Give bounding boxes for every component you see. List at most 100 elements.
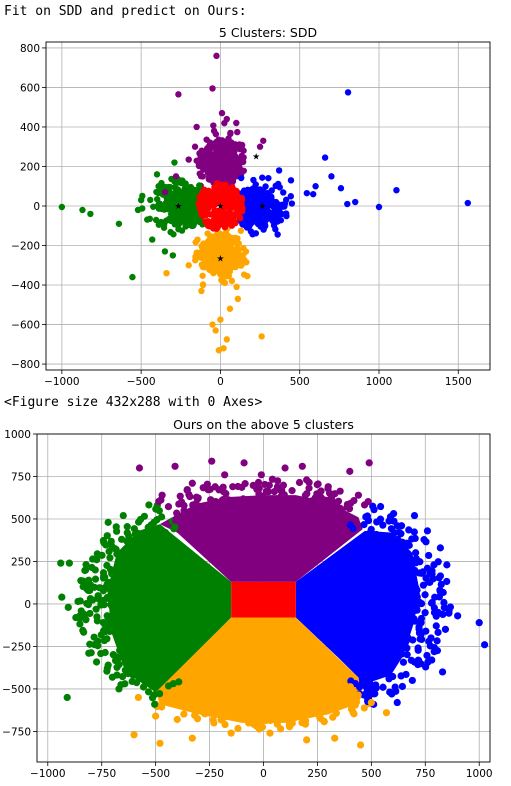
cluster-point-red — [211, 200, 218, 207]
cluster-point-red — [215, 207, 222, 215]
cluster-point-green — [155, 221, 163, 228]
edge-point — [397, 574, 405, 582]
point-green — [87, 210, 94, 218]
edge-point — [86, 609, 94, 618]
cluster-point-green — [186, 203, 193, 210]
cluster-point-purple — [204, 164, 211, 171]
edge-point — [412, 549, 420, 557]
edge-point — [436, 587, 444, 596]
cluster-point-blue — [274, 231, 281, 238]
edge-point — [309, 708, 317, 716]
edge-point — [443, 577, 451, 586]
cluster-point-blue — [273, 215, 281, 223]
edge-point — [272, 504, 280, 512]
edge-point — [380, 536, 388, 545]
cluster-point-red — [227, 190, 235, 197]
cluster-point-purple — [238, 141, 246, 149]
edge-point — [389, 642, 398, 650]
edge-point — [121, 666, 129, 674]
edge-point — [367, 525, 375, 534]
edge-point — [107, 541, 116, 550]
point-blue — [309, 190, 317, 198]
edge-point — [266, 716, 274, 725]
cluster-point-orange — [204, 230, 211, 237]
edge-point — [366, 536, 374, 544]
edge-point — [298, 719, 306, 727]
edge-point — [387, 525, 396, 533]
cluster-point-orange — [225, 272, 233, 280]
edge-point — [405, 526, 413, 534]
edge-point — [346, 687, 354, 695]
edge-point — [117, 581, 125, 589]
cluster-point-green — [191, 218, 198, 226]
point-blue — [438, 668, 447, 676]
point-blue — [328, 173, 335, 180]
edge-point — [110, 570, 118, 579]
edge-point — [101, 573, 109, 581]
region-blue — [295, 530, 419, 684]
edge-point — [285, 505, 293, 513]
edge-point — [432, 622, 440, 630]
cluster-point-blue — [252, 230, 260, 237]
cluster-point-purple — [231, 148, 238, 155]
point-green — [57, 559, 65, 567]
x-tick-label: 750 — [415, 768, 435, 780]
cluster-point-blue — [270, 222, 278, 229]
point-green — [104, 518, 112, 526]
edge-point — [422, 574, 430, 582]
point-green — [153, 171, 161, 178]
edge-point — [130, 525, 138, 533]
edge-point — [93, 617, 101, 625]
edge-point — [107, 589, 115, 597]
edge-point — [150, 665, 158, 673]
cluster-point-green — [167, 191, 174, 199]
edge-point — [410, 528, 418, 536]
edge-point — [229, 483, 237, 491]
point-orange — [244, 272, 251, 280]
point-green — [72, 613, 80, 622]
cluster-point-orange — [205, 256, 212, 263]
cluster-point-red — [228, 220, 236, 228]
cluster-point-green — [153, 195, 161, 203]
cluster-point-green — [175, 225, 182, 233]
figure-size-output: <Figure size 432x288 with 0 Axes> — [4, 395, 263, 410]
cluster-point-orange — [213, 248, 221, 255]
edge-point — [99, 627, 108, 635]
point-blue — [410, 511, 419, 520]
edge-point — [236, 714, 244, 723]
edge-point — [117, 567, 125, 575]
edge-point — [180, 682, 189, 690]
cluster-point-blue — [282, 210, 290, 217]
y-tick-label: −750 — [2, 726, 31, 738]
edge-point — [411, 658, 419, 666]
cluster-point-orange — [230, 262, 238, 270]
edge-point — [125, 532, 133, 540]
edge-point — [130, 548, 138, 556]
edge-point — [221, 720, 229, 729]
cluster-point-blue — [280, 189, 287, 196]
edge-point — [117, 560, 126, 569]
cluster-point-red — [202, 211, 210, 219]
edge-point — [308, 507, 316, 515]
cluster-point-orange — [233, 246, 241, 254]
point-blue — [375, 203, 383, 211]
edge-point — [373, 518, 381, 526]
edge-point — [386, 513, 395, 521]
point-purple — [257, 471, 265, 479]
edge-point — [255, 490, 263, 498]
point-purple — [177, 498, 186, 506]
point-blue — [443, 561, 451, 569]
edge-point — [94, 642, 102, 650]
edge-point — [402, 670, 410, 679]
edge-point — [354, 691, 362, 699]
edge-point — [350, 710, 358, 718]
cluster-point-blue — [249, 212, 256, 219]
cluster-point-blue — [275, 202, 282, 209]
point-purple — [223, 115, 230, 123]
edge-point — [199, 701, 207, 709]
y-tick-label: −600 — [11, 320, 40, 332]
chart-sdd: 5 Clusters: SDD ★ ★ ★ ★ ★ −1000 −500 0 500 1000 15… — [11, 25, 491, 388]
cluster-point-purple — [203, 136, 210, 143]
edge-point — [188, 685, 196, 694]
